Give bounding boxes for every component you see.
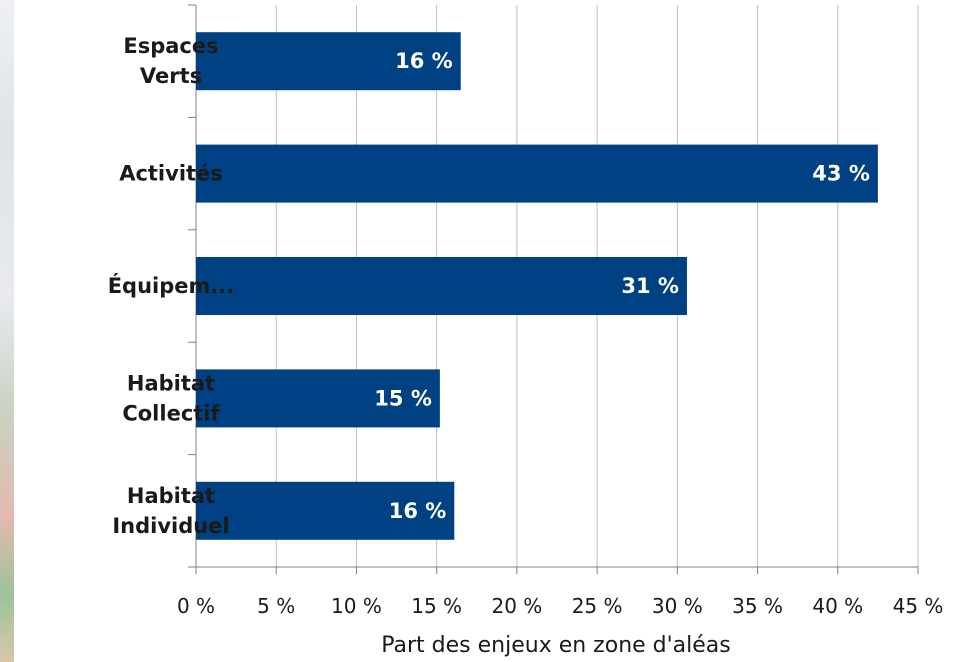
bar: [196, 144, 878, 203]
x-tick-label: 30 %: [652, 594, 703, 618]
x-tick-label: 45 %: [893, 594, 944, 618]
x-tick-label: 15 %: [411, 594, 462, 618]
category-label: Espaces Verts: [123, 34, 218, 88]
x-tick-label: 5 %: [257, 594, 295, 618]
x-tick-label: 35 %: [732, 594, 783, 618]
data-label: 16 %: [389, 499, 447, 523]
x-tick-label: 40 %: [812, 594, 863, 618]
bar: [196, 32, 461, 91]
data-label: 15 %: [374, 386, 432, 410]
bar: [196, 481, 455, 540]
x-tick-label: 20 %: [491, 594, 542, 618]
bars: 16 % 43 % 31 % 15 % 16 %: [196, 32, 878, 540]
category-label: Activités: [119, 162, 223, 186]
x-axis-title: Part des enjeux en zone d'aléas: [381, 633, 731, 658]
background-map-strip: [0, 0, 14, 662]
x-tick-labels: 0 % 5 % 10 % 15 % 20 % 25 % 30 % 35 % 40 % 45 %: [177, 594, 943, 618]
category-labels: Espaces Verts Activités Équipem... Habitat Co…: [108, 34, 235, 538]
bar: [196, 257, 687, 315]
category-label: Habitat Collectif: [122, 371, 220, 425]
bar: [196, 369, 440, 428]
category-label: Habitat Individuel: [112, 484, 229, 538]
x-tick-label: 10 %: [331, 594, 382, 618]
x-tick-label: 25 %: [572, 594, 623, 618]
x-tick-label: 0 %: [177, 594, 215, 618]
data-label: 43 %: [812, 162, 870, 186]
category-label: Équipem...: [108, 273, 235, 298]
data-label: 16 %: [395, 49, 453, 73]
data-label: 31 %: [621, 274, 679, 298]
